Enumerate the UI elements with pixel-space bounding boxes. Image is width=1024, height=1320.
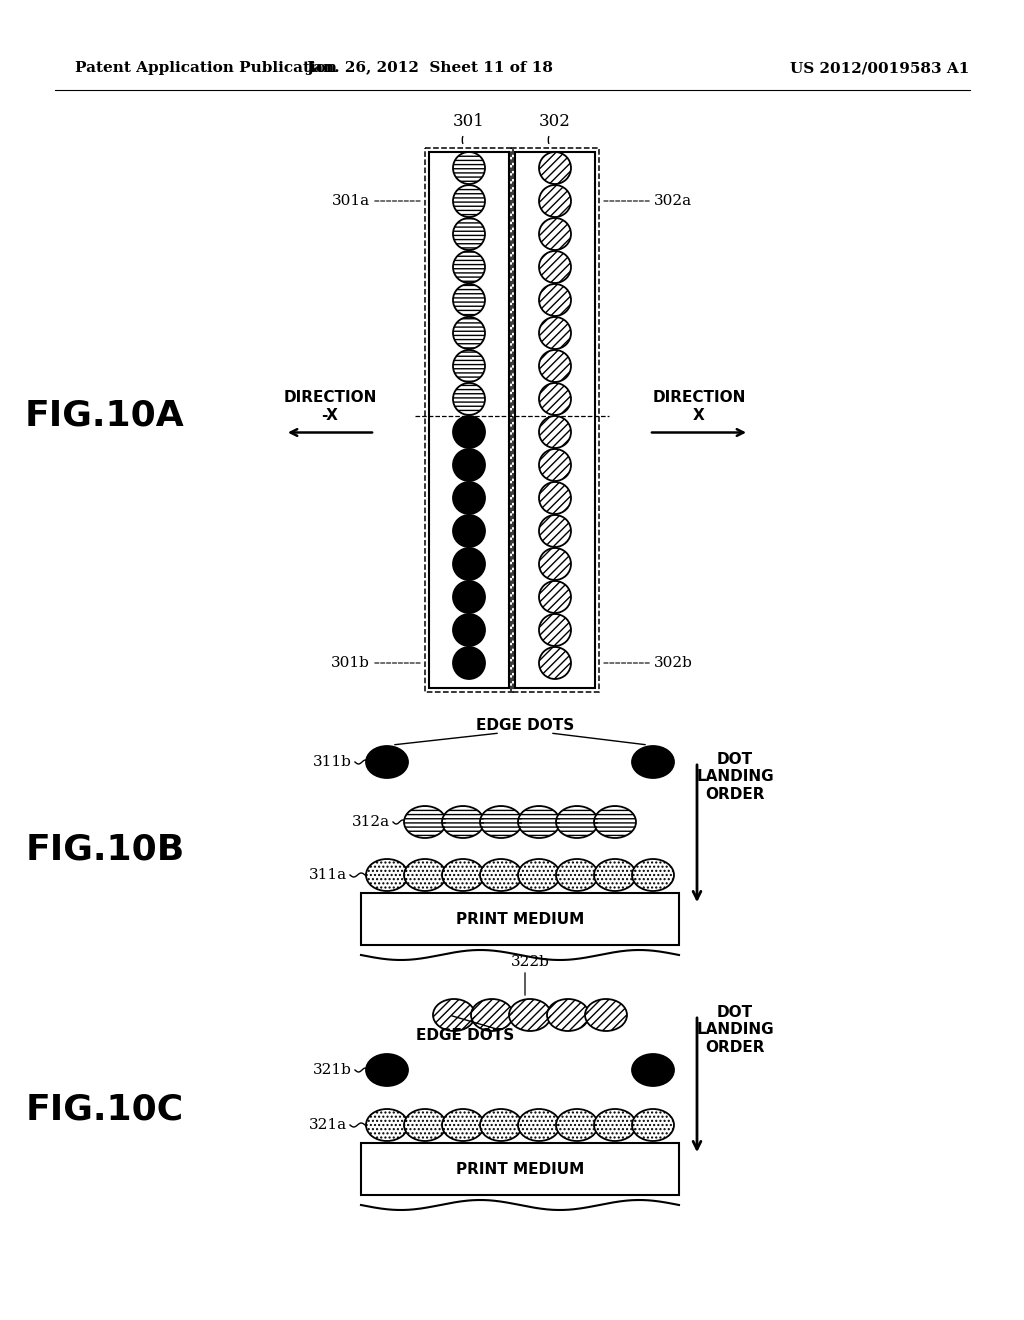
Ellipse shape: [632, 859, 674, 891]
Text: Patent Application Publication: Patent Application Publication: [75, 61, 337, 75]
Circle shape: [539, 185, 571, 216]
Ellipse shape: [404, 807, 446, 838]
Bar: [361, 894, 679, 945]
Ellipse shape: [366, 746, 408, 777]
Text: 311b: 311b: [313, 755, 352, 770]
Circle shape: [453, 614, 485, 645]
Circle shape: [539, 416, 571, 447]
Circle shape: [453, 548, 485, 579]
Text: FIG.10B: FIG.10B: [26, 833, 184, 867]
Circle shape: [539, 350, 571, 381]
Bar: [425, 148, 513, 692]
Text: FIG.10C: FIG.10C: [26, 1093, 184, 1127]
Circle shape: [453, 251, 485, 282]
Circle shape: [453, 449, 485, 480]
Circle shape: [539, 449, 571, 480]
Text: 301b: 301b: [331, 656, 370, 671]
Text: DOT
LANDING
ORDER: DOT LANDING ORDER: [696, 1005, 774, 1055]
Ellipse shape: [594, 807, 636, 838]
Ellipse shape: [518, 1109, 560, 1140]
Circle shape: [453, 416, 485, 447]
Text: PRINT MEDIUM: PRINT MEDIUM: [456, 1162, 584, 1176]
Ellipse shape: [480, 1109, 522, 1140]
Bar: [429, 152, 509, 688]
Ellipse shape: [480, 807, 522, 838]
Text: US 2012/0019583 A1: US 2012/0019583 A1: [790, 61, 970, 75]
Circle shape: [453, 350, 485, 381]
Ellipse shape: [509, 999, 551, 1031]
Ellipse shape: [442, 859, 484, 891]
Circle shape: [539, 152, 571, 183]
Ellipse shape: [594, 1109, 636, 1140]
Bar: [515, 152, 595, 688]
Circle shape: [453, 152, 485, 183]
Ellipse shape: [366, 1109, 408, 1140]
Ellipse shape: [480, 859, 522, 891]
Circle shape: [539, 647, 571, 678]
Circle shape: [539, 251, 571, 282]
Circle shape: [453, 515, 485, 546]
Text: 322b: 322b: [511, 954, 550, 969]
Ellipse shape: [632, 746, 674, 777]
Ellipse shape: [442, 807, 484, 838]
Circle shape: [453, 383, 485, 414]
Circle shape: [539, 218, 571, 249]
Text: 301: 301: [453, 114, 485, 129]
Circle shape: [539, 317, 571, 348]
Ellipse shape: [518, 859, 560, 891]
Ellipse shape: [518, 807, 560, 838]
Ellipse shape: [632, 1109, 674, 1140]
Ellipse shape: [594, 859, 636, 891]
Circle shape: [453, 185, 485, 216]
Text: PRINT MEDIUM: PRINT MEDIUM: [456, 912, 584, 927]
Text: DIRECTION: DIRECTION: [652, 389, 745, 405]
Circle shape: [539, 548, 571, 579]
Ellipse shape: [556, 1109, 598, 1140]
Text: 302: 302: [539, 114, 571, 129]
Ellipse shape: [433, 999, 475, 1031]
Text: 312a: 312a: [352, 814, 390, 829]
Ellipse shape: [556, 859, 598, 891]
Ellipse shape: [366, 1053, 408, 1086]
Text: FIG.10A: FIG.10A: [26, 399, 185, 433]
Text: EDGE DOTS: EDGE DOTS: [416, 1027, 514, 1043]
Circle shape: [539, 383, 571, 414]
Circle shape: [539, 482, 571, 513]
Ellipse shape: [471, 999, 513, 1031]
Text: -X: -X: [322, 408, 339, 422]
Bar: [511, 148, 599, 692]
Circle shape: [539, 581, 571, 612]
Ellipse shape: [366, 859, 408, 891]
Ellipse shape: [556, 807, 598, 838]
Circle shape: [453, 581, 485, 612]
Text: DOT
LANDING
ORDER: DOT LANDING ORDER: [696, 752, 774, 801]
Bar: [361, 1143, 679, 1195]
Text: 311a: 311a: [309, 869, 347, 882]
Ellipse shape: [404, 859, 446, 891]
Circle shape: [453, 317, 485, 348]
Ellipse shape: [404, 1109, 446, 1140]
Text: 302a: 302a: [654, 194, 692, 209]
Circle shape: [453, 482, 485, 513]
Ellipse shape: [632, 1053, 674, 1086]
Circle shape: [539, 515, 571, 546]
Text: DIRECTION: DIRECTION: [284, 389, 377, 405]
Text: 301a: 301a: [332, 194, 370, 209]
Circle shape: [539, 614, 571, 645]
Circle shape: [453, 647, 485, 678]
Circle shape: [453, 218, 485, 249]
Text: 302b: 302b: [654, 656, 693, 671]
Ellipse shape: [442, 1109, 484, 1140]
Ellipse shape: [585, 999, 627, 1031]
Text: 321b: 321b: [313, 1063, 352, 1077]
Text: Jan. 26, 2012  Sheet 11 of 18: Jan. 26, 2012 Sheet 11 of 18: [306, 61, 554, 75]
Circle shape: [453, 284, 485, 315]
Text: X: X: [693, 408, 705, 422]
Ellipse shape: [547, 999, 589, 1031]
Text: EDGE DOTS: EDGE DOTS: [476, 718, 574, 733]
Circle shape: [539, 284, 571, 315]
Text: 321a: 321a: [309, 1118, 347, 1133]
